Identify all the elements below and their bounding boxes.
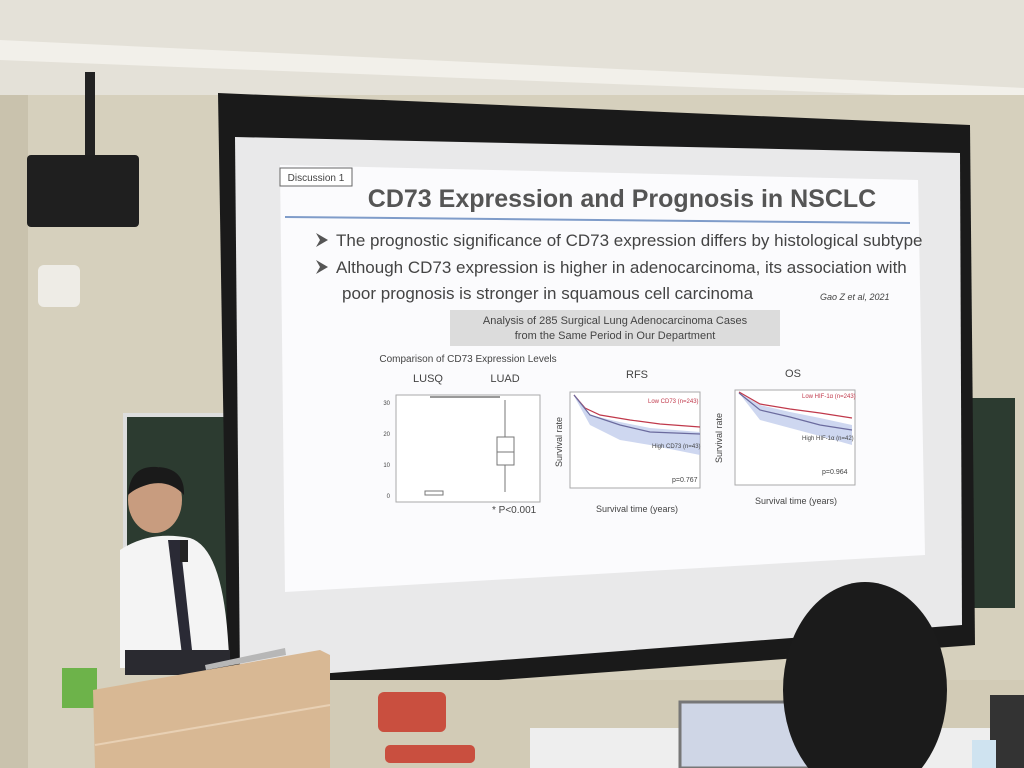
- km-curve: [738, 391, 853, 419]
- y-axis-label: Survival rate: [714, 413, 724, 463]
- podium: [93, 650, 330, 768]
- speaker: [27, 155, 139, 227]
- km-curve: [573, 394, 701, 435]
- ci-band: [574, 396, 700, 455]
- y-axis-label: Survival rate: [554, 417, 564, 467]
- bullet: Although CD73 expression is higher in ad…: [336, 258, 907, 277]
- green-box: [62, 668, 97, 708]
- slide-title: CD73 Expression and Prognosis in NSCLC: [368, 185, 876, 213]
- group-label: LUSQ: [413, 373, 443, 385]
- y-tick-label: 0: [387, 494, 391, 500]
- bullet-arrow: [316, 233, 328, 247]
- p-value: p=0.767: [672, 477, 698, 484]
- legend-high: High CD73 (n=43): [652, 444, 701, 450]
- legend-high: High HIF-1α (n=42): [802, 436, 854, 442]
- p-value: p=0.964: [822, 469, 848, 476]
- legend-low: Low HIF-1α (n=243): [802, 394, 856, 400]
- tag: Discussion 1: [288, 173, 345, 184]
- legend-low: Low CD73 (n=243): [648, 399, 699, 405]
- citation: Gao Z et al, 2021: [820, 292, 890, 302]
- boxplot-frame: [395, 394, 541, 503]
- bottle: [972, 740, 996, 768]
- tie: [168, 540, 192, 655]
- significance-note: * P<0.001: [492, 505, 537, 516]
- slide: [280, 165, 925, 592]
- bullet: poor prognosis is stronger in squamous c…: [342, 284, 754, 303]
- analysis-text: Analysis of 285 Surgical Lung Adenocarci…: [483, 315, 748, 327]
- analysis-box: [450, 310, 780, 346]
- x-axis-label: Survival time (years): [755, 496, 837, 506]
- km-curve: [738, 392, 853, 431]
- tag-box: [279, 167, 353, 187]
- hair: [128, 466, 185, 495]
- analysis-text: from the Same Period in Our Department: [515, 330, 716, 342]
- bullet-arrow: [316, 260, 328, 274]
- microphone: [180, 540, 188, 562]
- y-tick-label: 20: [383, 432, 390, 438]
- ceiling-light: [0, 40, 1024, 100]
- chair-back: [378, 692, 446, 732]
- group-label: LUAD: [490, 373, 519, 385]
- wifi-box: [38, 265, 80, 307]
- box: [424, 490, 444, 496]
- podium-edge: [94, 704, 331, 746]
- shirt: [120, 535, 230, 668]
- plot-title: OS: [785, 368, 801, 380]
- pillar: [0, 95, 28, 768]
- box: [496, 436, 515, 466]
- y-tick-label: 10: [383, 463, 390, 469]
- laptop: [205, 648, 286, 670]
- title-rule: [284, 216, 911, 224]
- boxplot-title: Comparison of CD73 Expression Levels: [379, 354, 556, 365]
- audience-head: [783, 582, 947, 768]
- mount: [85, 72, 95, 162]
- x-axis-label: Survival time (years): [596, 504, 678, 514]
- plot-title: RFS: [626, 369, 648, 381]
- chair-seat: [385, 745, 475, 763]
- bullet: The prognostic significance of CD73 expr…: [336, 231, 923, 250]
- y-tick-label: 30: [383, 401, 390, 407]
